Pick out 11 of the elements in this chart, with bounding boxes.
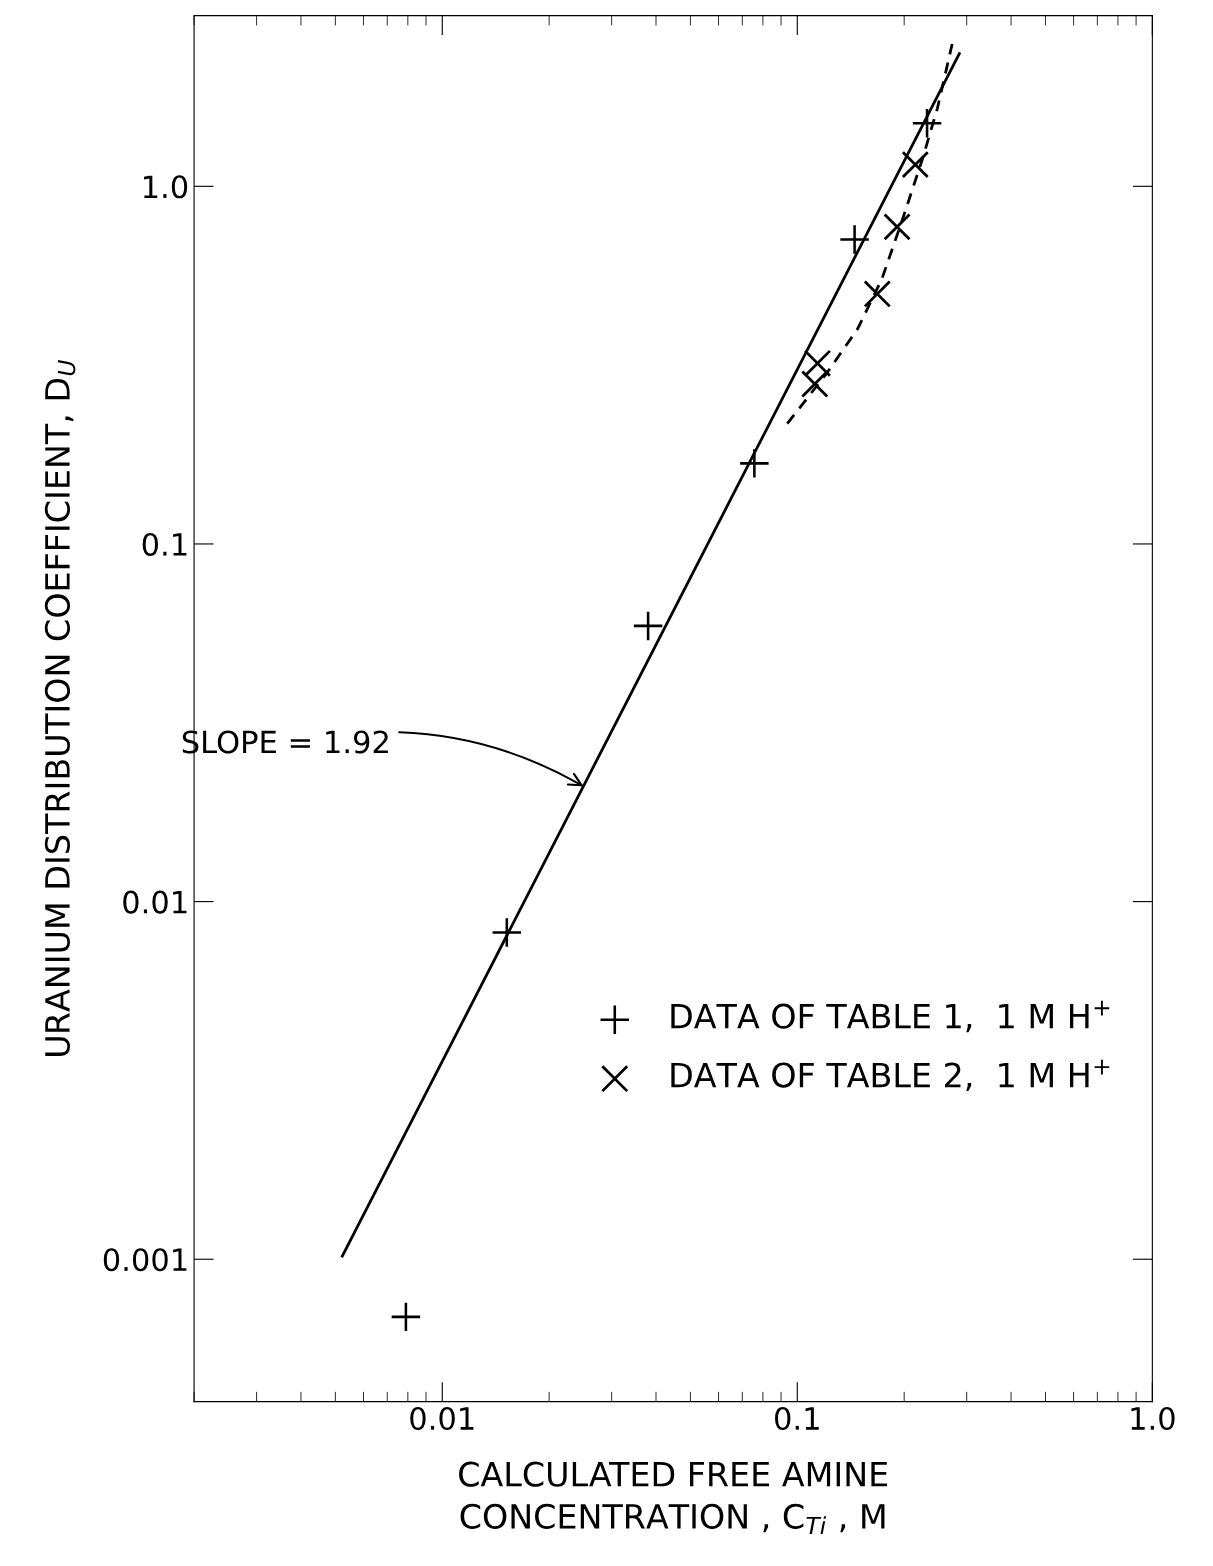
y-tick-label: 0.01: [123, 890, 187, 914]
legend-label: DATA OF TABLE 2, 1 M H$^{+}$: [671, 1059, 1110, 1092]
y-tick-label: 1.0: [143, 175, 188, 199]
legend-label: DATA OF TABLE 1, 1 M H$^{+}$: [671, 1000, 1110, 1033]
x-axis-title: CALCULATED FREE AMINE CONCENTRATION , C$_{Ti}$ , M: [459, 1461, 888, 1534]
x-tick-label: 0.1: [775, 1406, 819, 1431]
x-tick-label: 1.0: [1131, 1406, 1175, 1431]
y-tick-label: 0.1: [142, 532, 187, 556]
x-tick-label: 0.01: [410, 1406, 474, 1431]
y-tick-label: 0.001: [103, 1248, 187, 1272]
y-axis-title: URANIUM DISTRIBUTION COEFFICIENT, D$_{U}$: [44, 359, 76, 1056]
